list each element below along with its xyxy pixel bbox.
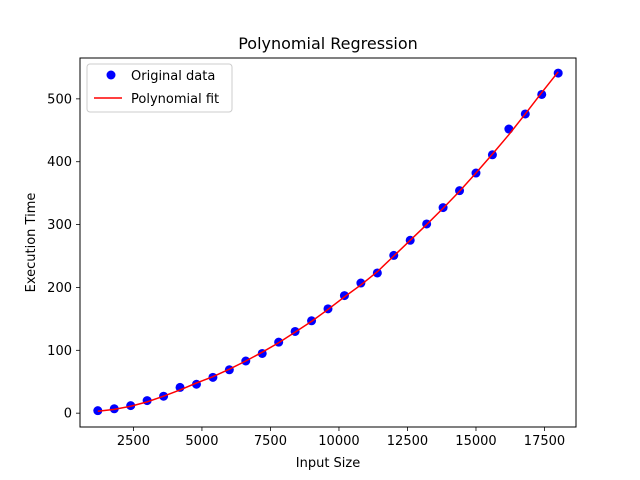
data-point bbox=[356, 278, 366, 288]
y-tick-label: 500 bbox=[47, 92, 72, 107]
y-axis-label: Execution Time bbox=[24, 193, 39, 293]
x-tick-label: 5000 bbox=[185, 434, 218, 449]
y-tick-label: 100 bbox=[47, 344, 72, 359]
plot-frame bbox=[79, 57, 577, 428]
data-point bbox=[504, 124, 514, 134]
y-tick-label: 0 bbox=[64, 407, 72, 422]
x-tick-label: 10000 bbox=[318, 434, 359, 449]
axis-ticks: 2500 5000 7500 10000 12500 15000 17500 0 100 200 3… bbox=[47, 92, 565, 449]
y-tick-label: 400 bbox=[47, 155, 72, 170]
legend-label-polynomial-fit: Polynomial fit bbox=[131, 92, 219, 107]
plot-area bbox=[93, 68, 563, 416]
x-tick-label: 15000 bbox=[455, 434, 496, 449]
x-tick-label: 2500 bbox=[117, 434, 150, 449]
x-tick-label: 7500 bbox=[254, 434, 287, 449]
y-tick-label: 300 bbox=[47, 218, 72, 233]
legend: Original data Polynomial fit bbox=[86, 63, 233, 113]
legend-marker-original-data bbox=[106, 70, 116, 80]
legend-box bbox=[86, 63, 233, 113]
x-axis-label: Input Size bbox=[296, 456, 360, 471]
chart-title: Polynomial Regression bbox=[238, 34, 418, 53]
x-tick-label: 12500 bbox=[387, 434, 428, 449]
data-point bbox=[372, 268, 382, 278]
y-tick-label: 200 bbox=[47, 281, 72, 296]
fit-line bbox=[97, 71, 559, 413]
x-tick-label: 17500 bbox=[524, 434, 565, 449]
legend-label-original-data: Original data bbox=[131, 69, 215, 84]
